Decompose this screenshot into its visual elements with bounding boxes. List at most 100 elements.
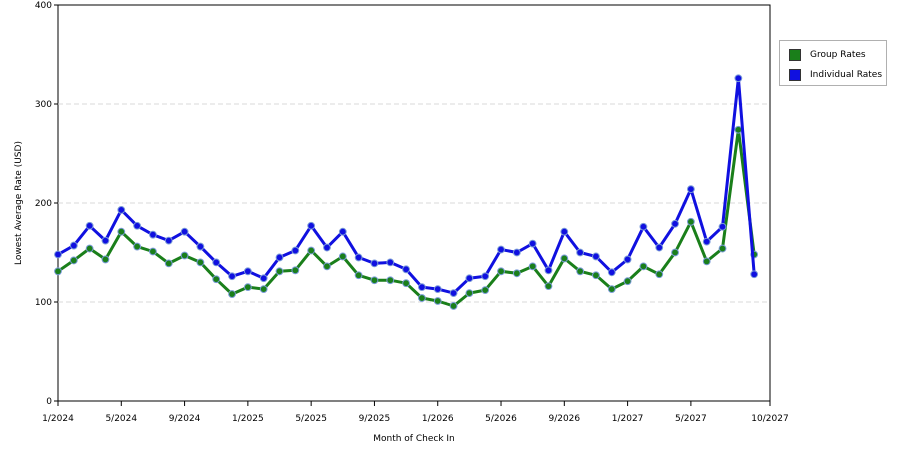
data-point-individual-rates [212,258,221,267]
data-point-individual-rates [291,246,300,255]
data-point-individual-rates [623,255,632,264]
data-point-group-rates [655,270,664,279]
x-axis-title: Month of Check In [373,434,455,444]
data-point-group-rates [149,247,157,256]
data-point-group-rates [639,262,648,271]
data-point-individual-rates [544,266,553,275]
data-point-group-rates [481,286,490,295]
x-tick-label: 9/2025 [359,414,391,424]
data-point-individual-rates [180,227,189,236]
data-point-group-rates [275,267,284,276]
data-point-group-rates [164,259,173,268]
x-tick-label: 1/2025 [232,414,264,424]
data-point-individual-rates [655,243,664,252]
data-point-individual-rates [243,267,252,276]
data-point-group-rates [354,271,363,280]
data-point-group-rates [544,282,553,291]
x-tick-label: 5/2027 [675,414,707,424]
data-point-group-rates [323,262,331,271]
x-tick-label: 5/2026 [485,414,517,424]
data-point-group-rates [228,290,236,298]
data-point-group-rates [418,294,426,302]
data-point-group-rates [69,256,78,265]
legend-item-group-rates: Group Rates [789,48,866,62]
data-point-individual-rates [259,274,268,283]
data-point-group-rates [402,279,410,288]
data-point-individual-rates [686,185,695,194]
data-point-group-rates [338,252,347,261]
data-point-individual-rates [528,239,537,248]
data-point-group-rates [433,297,442,305]
x-tick-label: 10/2027 [751,414,788,424]
data-point-individual-rates [497,245,505,254]
data-point-group-rates [449,302,458,310]
data-point-group-rates [101,255,110,264]
data-point-group-rates [607,285,616,294]
data-point-individual-rates [133,221,142,230]
axis-layer: 0 100 200 300 400 1/2024 5/2024 9/2024 1/2025 5/2… [35,1,789,424]
data-point-group-rates [291,266,300,275]
data-point-individual-rates [718,222,727,231]
data-point-group-rates [560,254,569,263]
data-point-individual-rates [323,243,331,252]
data-point-group-rates [85,244,94,253]
data-point-individual-rates [275,253,284,262]
x-tick-label: 5/2025 [295,414,327,424]
data-point-individual-rates [449,289,458,297]
data-point-individual-rates [734,74,743,83]
data-point-individual-rates [196,242,205,251]
data-point-group-rates [671,248,679,257]
data-point-individual-rates [101,236,110,245]
data-point-group-rates [576,267,585,276]
data-point-group-rates [117,227,126,236]
legend-item-individual-rates: Individual Rates [789,68,882,82]
data-point-group-rates [259,285,268,294]
data-point-individual-rates [512,248,521,257]
data-point-individual-rates [386,258,395,267]
data-point-individual-rates [481,272,490,281]
x-tick-label: 1/2026 [422,414,454,424]
data-point-individual-rates [354,253,363,262]
data-point-individual-rates [607,268,616,277]
x-tick-label: 1/2027 [612,414,644,424]
data-point-group-rates [196,258,205,267]
data-point-individual-rates [164,236,173,245]
data-point-individual-rates [418,283,426,292]
legend-swatch-individual-rates [789,69,801,81]
data-point-group-rates [386,276,395,285]
data-point-group-rates [512,269,521,278]
data-point-individual-rates [69,241,78,250]
data-point-group-rates [702,257,711,266]
data-point-group-rates [623,277,632,286]
y-tick-label: 400 [35,1,52,11]
x-tick-label: 9/2026 [548,414,580,424]
data-point-individual-rates [702,237,711,246]
series-layer [54,74,759,310]
data-point-individual-rates [671,219,679,228]
data-point-individual-rates [149,230,157,239]
data-point-individual-rates [560,227,569,236]
data-point-individual-rates [54,250,62,259]
data-point-group-rates [212,275,221,284]
data-point-group-rates [307,246,316,255]
data-point-group-rates [54,267,62,276]
data-point-individual-rates [402,265,410,274]
data-point-group-rates [465,289,474,297]
y-tick-label: 200 [35,199,52,209]
data-point-group-rates [686,217,695,226]
data-point-group-rates [497,267,505,276]
x-tick-label: 9/2024 [169,414,201,424]
data-point-group-rates [133,242,142,251]
data-point-individual-rates [433,285,442,294]
data-point-group-rates [592,271,600,280]
chart-legend: Group Rates Individual Rates [779,40,887,86]
data-point-group-rates [734,125,743,134]
y-tick-label: 100 [35,298,52,308]
data-point-group-rates [180,251,189,260]
data-point-individual-rates [338,227,347,236]
data-point-individual-rates [370,259,379,268]
y-tick-label: 0 [46,397,52,407]
plot-area [57,4,771,402]
data-point-group-rates [528,262,537,271]
